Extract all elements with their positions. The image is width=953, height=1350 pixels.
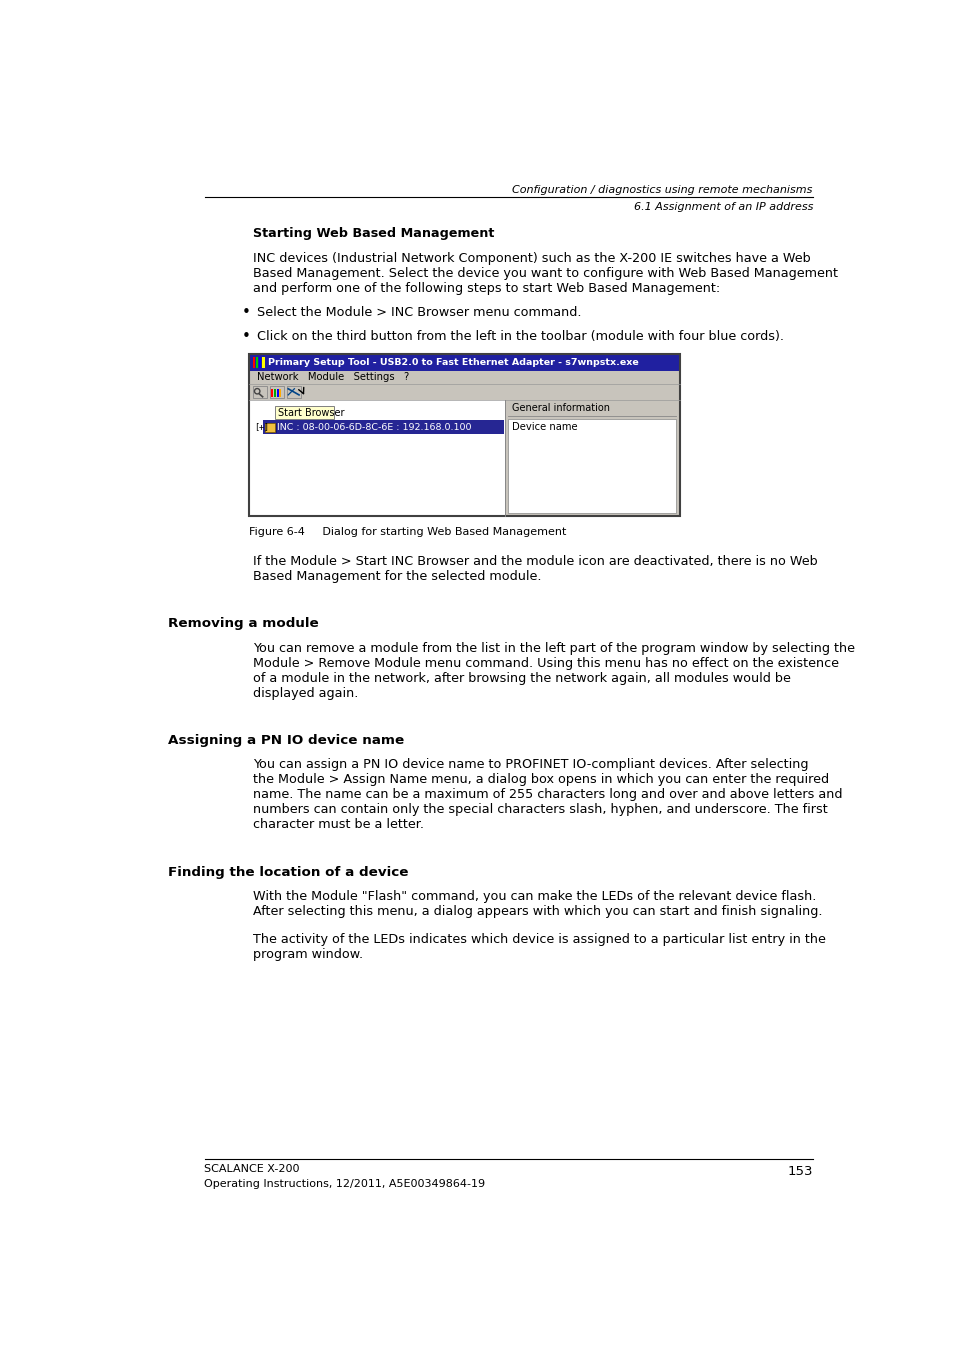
Text: Based Management for the selected module.: Based Management for the selected module… [253, 570, 541, 583]
Text: The activity of the LEDs indicates which device is assigned to a particular list: The activity of the LEDs indicates which… [253, 933, 825, 946]
Bar [505, 400, 679, 516]
Bar [253, 386, 266, 398]
Text: Based Management. Select the device you want to configure with Web Based Managem: Based Management. Select the device you … [253, 267, 838, 279]
Text: numbers can contain only the special characters slash, hyphen, and underscore. T: numbers can contain only the special cha… [253, 803, 827, 817]
Text: of a module in the network, after browsing the network again, all modules would : of a module in the network, after browsi… [253, 672, 790, 684]
Text: Device name: Device name [511, 423, 577, 432]
Text: Start Browser: Start Browser [278, 408, 344, 418]
Bar [266, 423, 270, 427]
Text: and perform one of the following steps to start Web Based Management:: and perform one of the following steps t… [253, 282, 720, 294]
Text: You can assign a PN IO device name to PROFINET IO-compliant devices. After selec: You can assign a PN IO device name to PR… [253, 759, 808, 771]
Bar [274, 389, 275, 397]
Text: INC : 08-00-06-6D-8C-6E : 192.168.0.100: INC : 08-00-06-6D-8C-6E : 192.168.0.100 [277, 423, 472, 432]
Bar [249, 385, 679, 400]
Bar [276, 389, 278, 397]
Bar [271, 389, 273, 397]
Text: Operating Instructions, 12/2011, A5E00349864-19: Operating Instructions, 12/2011, A5E0034… [204, 1179, 485, 1189]
Bar [286, 386, 300, 398]
Text: Module > Remove Module menu command. Using this menu has no effect on the existe: Module > Remove Module menu command. Usi… [253, 656, 839, 670]
Bar [263, 420, 503, 433]
Text: SCALANCE X-200: SCALANCE X-200 [204, 1164, 299, 1173]
Text: After selecting this menu, a dialog appears with which you can start and finish : After selecting this menu, a dialog appe… [253, 904, 821, 918]
Text: Assigning a PN IO device name: Assigning a PN IO device name [168, 734, 404, 747]
Bar [279, 389, 281, 397]
Text: With the Module "Flash" command, you can make the LEDs of the relevant device fl: With the Module "Flash" command, you can… [253, 890, 816, 903]
Bar [249, 355, 679, 516]
Text: name. The name can be a maximum of 255 characters long and over and above letter: name. The name can be a maximum of 255 c… [253, 788, 841, 802]
Bar [249, 400, 505, 516]
Bar [253, 356, 255, 369]
Text: program window.: program window. [253, 948, 363, 961]
Text: Click on the third button from the left in the toolbar (module with four blue co: Click on the third button from the left … [257, 331, 783, 343]
Text: displayed again.: displayed again. [253, 687, 358, 699]
Text: INC devices (Industrial Network Component) such as the X-200 IE switches have a : INC devices (Industrial Network Componen… [253, 251, 810, 265]
Text: 153: 153 [786, 1165, 812, 1177]
Bar [265, 424, 274, 432]
Bar [249, 355, 679, 371]
Bar [274, 406, 334, 420]
Bar [265, 423, 275, 432]
Text: General information: General information [511, 404, 609, 413]
Bar [508, 420, 676, 513]
Bar [255, 356, 258, 369]
Text: Primary Setup Tool - USB2.0 to Fast Ethernet Adapter - s7wnpstx.exe: Primary Setup Tool - USB2.0 to Fast Ethe… [268, 358, 639, 367]
Text: 6.1 Assignment of an IP address: 6.1 Assignment of an IP address [633, 202, 812, 212]
Text: You can remove a module from the list in the left part of the program window by : You can remove a module from the list in… [253, 641, 855, 655]
Text: Starting Web Based Management: Starting Web Based Management [253, 227, 495, 240]
Text: the Module > Assign Name menu, a dialog box opens in which you can enter the req: the Module > Assign Name menu, a dialog … [253, 774, 828, 787]
Bar [258, 356, 261, 369]
Text: Removing a module: Removing a module [168, 617, 318, 630]
Bar [261, 356, 264, 369]
Text: If the Module > Start INC Browser and the module icon are deactivated, there is : If the Module > Start INC Browser and th… [253, 555, 818, 568]
Text: [+]: [+] [253, 423, 269, 432]
Text: character must be a letter.: character must be a letter. [253, 818, 424, 832]
Bar [270, 386, 283, 398]
Text: Finding the location of a device: Finding the location of a device [168, 865, 408, 879]
Text: •: • [241, 305, 251, 320]
Text: Configuration / diagnostics using remote mechanisms: Configuration / diagnostics using remote… [512, 185, 812, 196]
Text: Network   Module   Settings   ?: Network Module Settings ? [257, 373, 409, 382]
Bar [249, 355, 679, 516]
Bar [249, 371, 679, 385]
Text: •: • [241, 329, 251, 344]
Text: Select the Module > INC Browser menu command.: Select the Module > INC Browser menu com… [257, 306, 581, 319]
Text: Figure 6-4     Dialog for starting Web Based Management: Figure 6-4 Dialog for starting Web Based… [249, 526, 566, 537]
